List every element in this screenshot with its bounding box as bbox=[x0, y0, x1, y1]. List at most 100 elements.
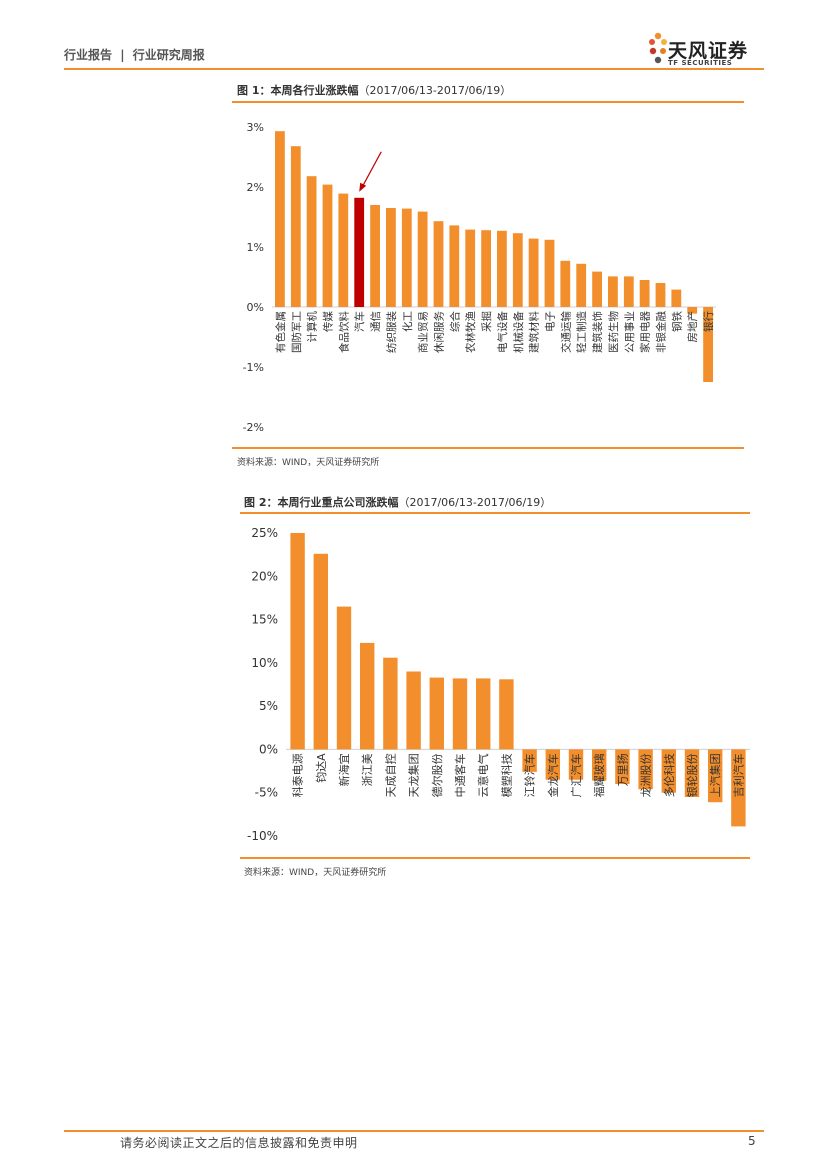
category-label: 交通运输 bbox=[559, 311, 572, 353]
y-tick-label: -2% bbox=[243, 421, 264, 434]
category-label: 吉利汽车 bbox=[731, 753, 745, 797]
category-label: 模塑科技 bbox=[499, 753, 513, 797]
category-label: 采掘 bbox=[480, 311, 493, 332]
y-tick-label: 5% bbox=[259, 699, 278, 713]
footer-divider bbox=[64, 1130, 764, 1132]
figure2-bottom-rule bbox=[240, 857, 750, 859]
bar-万里扬 bbox=[615, 749, 630, 784]
bar-建筑材料 bbox=[528, 238, 539, 307]
figure1-bar-chart: 3% 2% 1% 0% -1% -2% 有色金属 国防军工 计算机 传媒 食品饮料 汽车 通信 纺织服装化… bbox=[243, 121, 716, 434]
bar-房地产 bbox=[687, 307, 698, 314]
bar-采掘 bbox=[481, 230, 491, 307]
y-tick-label: 20% bbox=[251, 569, 278, 583]
figure1-date: （2017/06/13-2017/06/19） bbox=[358, 84, 512, 97]
category-label: 计算机 bbox=[306, 311, 319, 343]
bar-德尔股份 bbox=[429, 677, 444, 750]
category-label: 新海宜 bbox=[337, 753, 351, 786]
bar-家用电器 bbox=[639, 280, 650, 307]
figure2-prefix: 图 2： bbox=[244, 496, 278, 509]
bar-云意电气 bbox=[476, 678, 491, 750]
bar-通信 bbox=[370, 205, 380, 307]
category-label: 家用电器 bbox=[639, 311, 652, 353]
y-tick-label: 3% bbox=[247, 121, 264, 134]
tf-securities-logo-icon bbox=[649, 32, 667, 64]
category-label: 福耀玻璃 bbox=[592, 753, 606, 797]
bar-天龙集团 bbox=[406, 671, 421, 750]
category-label: 有色金属 bbox=[274, 311, 287, 353]
figure1-top-rule bbox=[232, 101, 744, 103]
bar-上汽集团 bbox=[708, 749, 723, 803]
y-tick-label: -1% bbox=[243, 361, 264, 374]
bar-纺织服装 bbox=[386, 208, 396, 307]
category-label: 建筑装饰 bbox=[591, 311, 604, 353]
bar-综合 bbox=[449, 225, 460, 307]
bar-计算机 bbox=[306, 176, 317, 307]
figure2-bar-chart: 25% 20% 15% 10% 5% 0% -5% -10% 科泰电源 钧达A 新海宜 浙江美 天成自控… bbox=[247, 526, 750, 843]
category-label: 龙洲股份 bbox=[640, 753, 653, 797]
bar-钧达股份 bbox=[313, 553, 328, 750]
category-label: 钧达A bbox=[314, 753, 328, 783]
report-series: 行业研究周报 bbox=[132, 48, 205, 62]
category-label: 轻工制造 bbox=[575, 311, 588, 353]
bar-江铃汽车 bbox=[522, 749, 537, 772]
category-label: 德尔股份 bbox=[430, 753, 444, 797]
category-label: 公用事业 bbox=[623, 311, 636, 353]
bar-传媒 bbox=[322, 184, 333, 307]
figure2-title: 图 2：本周行业重点公司涨跌幅（2017/06/13-2017/06/19） bbox=[244, 494, 551, 510]
category-label: 商业贸易 bbox=[417, 311, 430, 353]
category-label: 科泰电源 bbox=[291, 753, 305, 797]
figure2-source: 资料来源：WIND，天风证券研究所 bbox=[244, 868, 387, 878]
category-label: 银轮股份 bbox=[685, 753, 699, 797]
bar-多伦科技 bbox=[661, 749, 676, 793]
category-label: 休闲服务 bbox=[433, 311, 446, 353]
y-tick-label: -10% bbox=[247, 829, 278, 843]
figure2-name: 本周行业重点公司涨跌幅 bbox=[277, 496, 399, 509]
category-label: 江铃汽车 bbox=[523, 753, 537, 797]
category-label: 上汽集团 bbox=[708, 753, 722, 797]
category-label: 通信 bbox=[370, 311, 382, 332]
category-label: 广汇汽车 bbox=[569, 753, 583, 797]
bar-休闲服务 bbox=[433, 221, 444, 307]
category-label: 浙江美 bbox=[361, 753, 374, 786]
figure2-top-rule bbox=[240, 512, 750, 514]
bar-模塑科技 bbox=[499, 679, 514, 750]
bar-新海宜 bbox=[336, 606, 352, 750]
bar-建筑装饰 bbox=[592, 271, 602, 307]
bar-银行 bbox=[703, 307, 713, 382]
category-label: 多伦科技 bbox=[662, 753, 676, 797]
bar-电子 bbox=[544, 239, 555, 307]
category-label: 金龙汽车 bbox=[546, 753, 560, 797]
bar-中通客车 bbox=[452, 678, 468, 750]
bar-电气设备 bbox=[497, 230, 507, 307]
bar-农林牧渔 bbox=[465, 229, 476, 307]
category-label: 传媒 bbox=[322, 311, 335, 332]
category-label: 建筑材料 bbox=[528, 311, 541, 353]
bar-吉利汽车 bbox=[731, 749, 746, 827]
y-tick-label: 15% bbox=[251, 613, 278, 627]
bar-浙江美大 bbox=[360, 642, 375, 750]
category-label: 纺织服装 bbox=[385, 311, 398, 353]
category-label: 房地产 bbox=[686, 311, 699, 343]
y-tick-label: 1% bbox=[247, 241, 264, 254]
category-label: 天龙集团 bbox=[407, 753, 421, 797]
category-label: 电气设备 bbox=[496, 311, 509, 353]
footer-disclaimer: 请务必阅读正文之后的信息披露和免责申明 bbox=[120, 1136, 358, 1150]
category-label: 国防军工 bbox=[290, 311, 303, 353]
figure1-title: 图 1：本周各行业涨跌幅（2017/06/13-2017/06/19） bbox=[237, 82, 511, 98]
bar-广汇汽车 bbox=[568, 749, 584, 780]
bar-科泰电源 bbox=[290, 533, 305, 750]
report-header: 行业报告 | 行业研究周报 bbox=[64, 46, 205, 63]
highlight-arrow-icon bbox=[359, 151, 382, 192]
bar-银轮股份 bbox=[684, 749, 700, 797]
category-label: 农林牧渔 bbox=[464, 311, 477, 353]
bar-商业贸易 bbox=[417, 211, 428, 307]
figure1-source: 资料来源：WIND，天风证券研究所 bbox=[237, 458, 380, 468]
category-label: 化工 bbox=[401, 311, 414, 332]
bar-福耀玻璃 bbox=[592, 749, 607, 781]
report-type: 行业报告 bbox=[64, 48, 113, 62]
category-label: 食品饮料 bbox=[337, 311, 350, 353]
y-tick-label: 2% bbox=[247, 181, 264, 194]
category-label: 钢铁 bbox=[670, 311, 683, 332]
category-label: 机械设备 bbox=[512, 311, 525, 353]
page-number: 5 bbox=[748, 1134, 756, 1148]
